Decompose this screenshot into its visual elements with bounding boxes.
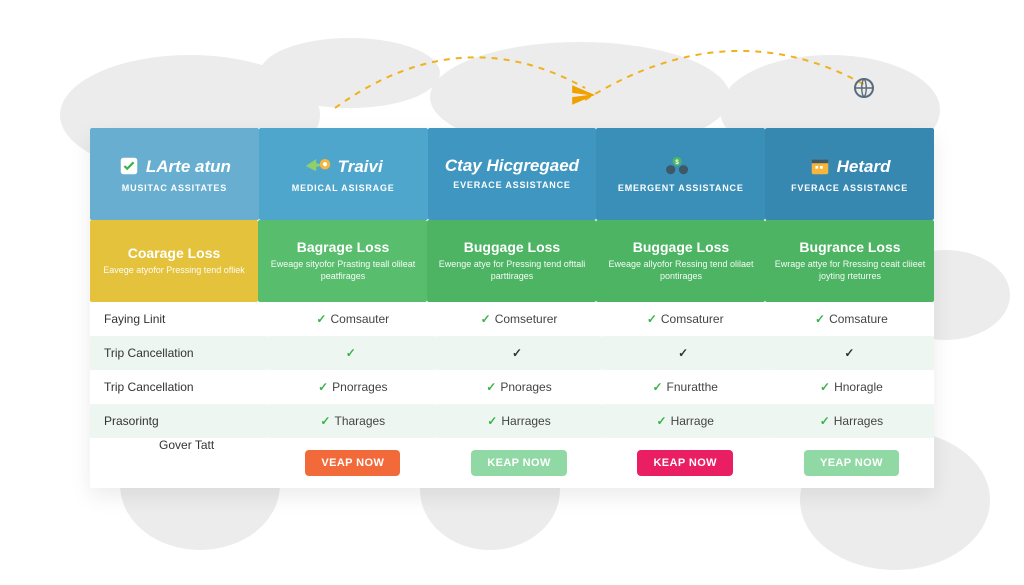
check-icon: ✓ — [657, 414, 667, 428]
coverage-1: Bagrage Loss Eweage sityofor Prasting te… — [258, 220, 427, 302]
feature-row-1: Trip Cancellation ✓ ✓ ✓ ✓ — [90, 336, 934, 370]
header-col-2: Ctay Hicgregaed EVERACE ASSISTANCE — [428, 128, 597, 220]
check-icon: ✓ — [647, 312, 657, 326]
feature-label-1: Trip Cancellation — [90, 336, 269, 370]
feature-row-2: Trip Cancellation ✓Pnorrages ✓Pnorages ✓… — [90, 370, 934, 404]
check-icon: ✓ — [844, 346, 854, 360]
coverage-3: Buggage Loss Eweage allyofor Ressing ten… — [596, 220, 765, 302]
cta-row: Gover Tatt VEAP NOW KEAP NOW KEAP NOW YE… — [90, 438, 934, 488]
feature-val-3-0: ✓Tharages — [269, 404, 435, 438]
brand-sub-0: MUSITAC ASSITATES — [122, 183, 227, 193]
feature-val-3-3: ✓Harrages — [768, 404, 934, 438]
feature-label-2: Trip Cancellation — [90, 370, 269, 404]
check-icon: ✓ — [678, 346, 688, 360]
brain-icon — [852, 76, 876, 105]
travel-arc-1 — [330, 28, 590, 128]
feature-val-2-3: ✓Hnoragle — [768, 370, 934, 404]
check-icon: ✓ — [320, 414, 330, 428]
feature-val-2-2: ✓Fnuratthe — [602, 370, 768, 404]
check-icon: ✓ — [487, 414, 497, 428]
header-col-3: $ EMERGENT ASSISTANCE — [596, 128, 765, 220]
feature-val-3-2: ✓Harrage — [602, 404, 768, 438]
feature-val-1-0: ✓ — [269, 336, 435, 370]
brand-sub-3: EMERGENT ASSISTANCE — [618, 183, 744, 193]
feature-label-0: Faying Linit — [90, 302, 269, 336]
cta-cell-0: VEAP NOW — [269, 438, 435, 488]
coverage-title-1: Bagrage Loss — [297, 239, 390, 255]
feature-val-1-2: ✓ — [602, 336, 768, 370]
cta-cell-2: KEAP NOW — [602, 438, 768, 488]
feature-val-2-0: ✓Pnorrages — [269, 370, 435, 404]
feature-val-2-1: ✓Pnorages — [435, 370, 601, 404]
feature-val-1-1: ✓ — [435, 336, 601, 370]
cta-button-3[interactable]: YEAP NOW — [804, 450, 899, 476]
coverage-4: Bugrance Loss Ewrage attye for Rressing … — [765, 220, 934, 302]
coverage-title-3: Buggage Loss — [633, 239, 729, 255]
cta-button-1[interactable]: KEAP NOW — [471, 450, 567, 476]
check-icon: ✓ — [486, 380, 496, 394]
check-icon: ✓ — [346, 346, 356, 360]
cta-label: Gover Tatt — [90, 438, 269, 488]
money-gears-icon: $ — [663, 155, 693, 177]
check-badge-icon — [118, 155, 140, 177]
header-row: LArte atun MUSITAC ASSITATES Traivi MEDI… — [90, 128, 934, 220]
coverage-desc-3: Eweage allyofor Ressing tend olilaet pon… — [605, 259, 757, 282]
check-icon: ✓ — [316, 312, 326, 326]
feature-val-0-2: ✓Comsaturer — [602, 302, 768, 336]
cta-cell-1: KEAP NOW — [435, 438, 601, 488]
cta-cell-3: YEAP NOW — [768, 438, 934, 488]
brand-sub-4: FVERACE ASSISTANCE — [791, 183, 908, 193]
plane-pin-icon — [304, 155, 332, 177]
feature-row-3: Prasorintg ✓Tharages ✓Harrages ✓Harrage … — [90, 404, 934, 438]
feature-val-0-1: ✓Comseturer — [435, 302, 601, 336]
brand-name-1: Traivi — [338, 158, 383, 175]
paper-plane-icon — [570, 82, 596, 113]
brand-sub-2: EVERACE ASSISTANCE — [453, 180, 570, 190]
coverage-desc-4: Ewrage attye for Rressing ceait cliieet … — [774, 259, 926, 282]
check-icon: ✓ — [652, 380, 662, 394]
header-col-4: Hetard FVERACE ASSISTANCE — [765, 128, 934, 220]
feature-label-3: Prasorintg — [90, 404, 269, 438]
header-col-1: Traivi MEDICAL ASISRAGE — [259, 128, 428, 220]
check-icon: ✓ — [815, 312, 825, 326]
coverage-band: Coarage Loss Eavege atyofor Pressing ten… — [90, 220, 934, 302]
coverage-desc-1: Eweage sityofor Prasting teall olileat p… — [267, 259, 419, 282]
feature-val-1-3: ✓ — [768, 336, 934, 370]
check-icon: ✓ — [481, 312, 491, 326]
coverage-0: Coarage Loss Eavege atyofor Pressing ten… — [90, 220, 258, 302]
brand-name-0: LArte atun — [146, 158, 231, 175]
coverage-title-2: Buggage Loss — [464, 239, 560, 255]
coverage-2: Buggage Loss Ewenge atye for Pressing te… — [427, 220, 596, 302]
header-col-0: LArte atun MUSITAC ASSITATES — [90, 128, 259, 220]
brand-name-2: Ctay Hicgregaed — [445, 158, 579, 174]
comparison-table: LArte atun MUSITAC ASSITATES Traivi MEDI… — [90, 128, 934, 488]
check-icon: ✓ — [820, 414, 830, 428]
brand-name-4: Hetard — [837, 158, 891, 175]
check-icon: ✓ — [512, 346, 522, 360]
feature-val-3-1: ✓Harrages — [435, 404, 601, 438]
cta-button-0[interactable]: VEAP NOW — [305, 450, 400, 476]
brand-sub-1: MEDICAL ASISRAGE — [292, 183, 395, 193]
check-icon: ✓ — [820, 380, 830, 394]
travel-arc-2 — [580, 30, 870, 130]
calendar-icon — [809, 155, 831, 177]
svg-text:$: $ — [675, 159, 679, 166]
coverage-desc-0: Eavege atyofor Pressing tend ofliek — [103, 265, 245, 277]
coverage-title-4: Bugrance Loss — [799, 239, 900, 255]
cta-button-2[interactable]: KEAP NOW — [637, 450, 733, 476]
coverage-title-0: Coarage Loss — [128, 245, 221, 261]
coverage-desc-2: Ewenge atye for Pressing tend ofttali pa… — [436, 259, 588, 282]
feature-row-0: Faying Linit ✓Comsauter ✓Comseturer ✓Com… — [90, 302, 934, 336]
feature-val-0-3: ✓Comsature — [768, 302, 934, 336]
check-icon: ✓ — [318, 380, 328, 394]
feature-val-0-0: ✓Comsauter — [269, 302, 435, 336]
